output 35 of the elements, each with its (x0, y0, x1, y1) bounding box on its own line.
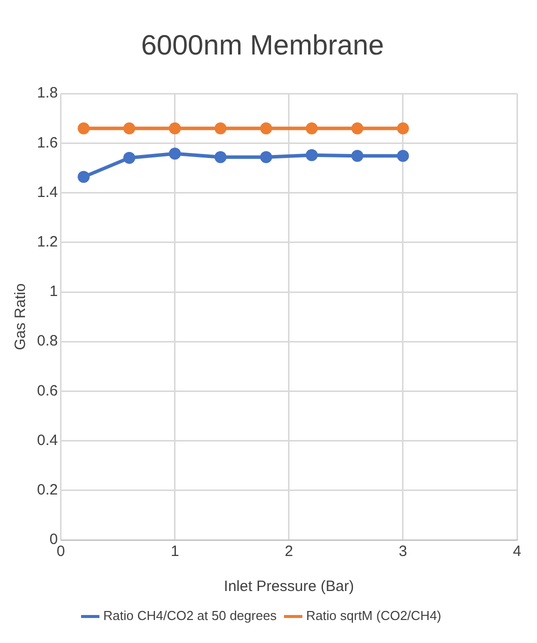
x-axis-title: Inlet Pressure (Bar) (224, 578, 354, 596)
point (396, 122, 409, 134)
point (351, 122, 364, 134)
point (260, 151, 272, 164)
y-tick-label: 0.2 (36, 482, 58, 499)
y-tick-label: 1.6 (36, 134, 58, 152)
x-tick-label: 1 (170, 543, 180, 560)
y-tick-label: 0 (50, 531, 58, 548)
point (123, 152, 136, 164)
point (78, 170, 90, 183)
point (78, 122, 90, 134)
point (260, 122, 272, 134)
y-axis-title: Gas Ratio (12, 283, 30, 350)
chart-title: 6000nm Membrane (141, 30, 384, 61)
point (168, 148, 181, 160)
y-tick-label: 1.4 (36, 184, 58, 201)
point (168, 122, 181, 134)
x-tick-label: 2 (284, 543, 294, 560)
x-tick-label: 3 (398, 543, 408, 560)
y-tick-label: 1.2 (36, 234, 58, 251)
y-tick-label: 0.8 (36, 332, 58, 350)
point (214, 151, 227, 164)
y-tick-label: 1 (50, 283, 58, 300)
y-tick-label: 1.8 (36, 84, 58, 102)
legend-label: Ratio sqrtM (CO2/CH4) (306, 608, 442, 624)
y-tick-label: 0.6 (36, 382, 58, 400)
point (306, 122, 318, 134)
point (396, 150, 409, 162)
x-tick-label: 4 (512, 543, 522, 560)
y-tick-label: 0.4 (36, 432, 58, 449)
point (306, 149, 318, 162)
point (123, 122, 136, 134)
point (214, 122, 227, 134)
point (351, 150, 364, 162)
legend-label: Ratio CH4/CO2 at 50 degrees (103, 608, 278, 624)
